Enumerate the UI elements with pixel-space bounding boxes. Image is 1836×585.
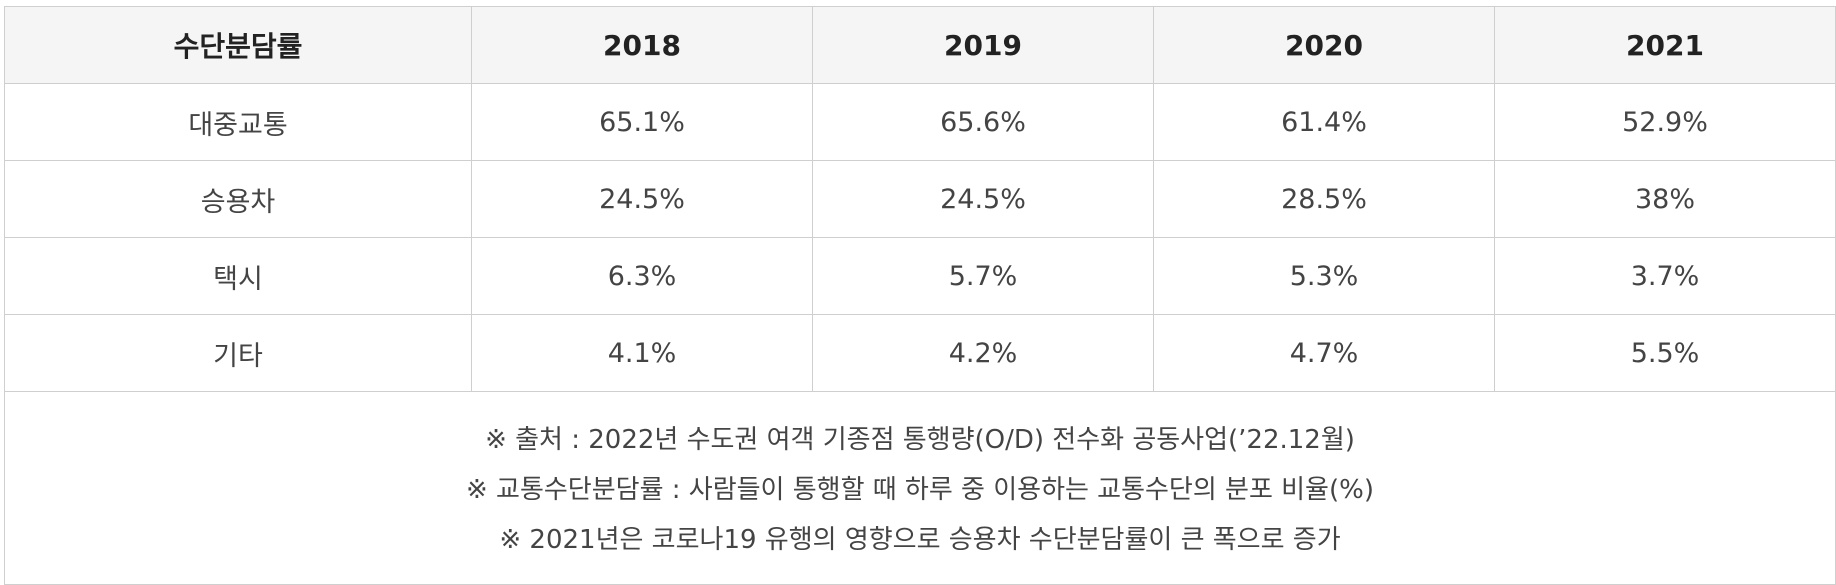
table-cell: 65.1% bbox=[471, 83, 813, 161]
table-cell: 5.3% bbox=[1153, 237, 1495, 315]
table-cell: 5.7% bbox=[812, 237, 1154, 315]
table-cell: 5.5% bbox=[1494, 314, 1836, 392]
table-row: 기타 4.1% 4.2% 4.7% 5.5% bbox=[4, 314, 1836, 392]
table-cell: 4.7% bbox=[1153, 314, 1495, 392]
table-row: 택시 6.3% 5.7% 5.3% 3.7% bbox=[4, 237, 1836, 315]
table-cell: 38% bbox=[1494, 160, 1836, 238]
note-source: ※ 출처 : 2022년 수도권 여객 기종점 통행량(O/D) 전수화 공동사… bbox=[485, 425, 1355, 455]
row-label-taxi: 택시 bbox=[4, 237, 472, 315]
mode-share-table: 수단분담률 2018 2019 2020 2021 대중교통 65.1% 65.… bbox=[4, 6, 1836, 585]
table-cell: 6.3% bbox=[471, 237, 813, 315]
header-year-2021: 2021 bbox=[1494, 6, 1836, 84]
header-mode-share: 수단분담률 bbox=[4, 6, 472, 84]
row-label-public-transit: 대중교통 bbox=[4, 83, 472, 161]
table-cell: 4.1% bbox=[471, 314, 813, 392]
table-cell: 52.9% bbox=[1494, 83, 1836, 161]
table-cell: 24.5% bbox=[812, 160, 1154, 238]
table-row: 대중교통 65.1% 65.6% 61.4% 52.9% bbox=[4, 83, 1836, 161]
table-cell: 65.6% bbox=[812, 83, 1154, 161]
row-label-passenger-car: 승용차 bbox=[4, 160, 472, 238]
table-cell: 28.5% bbox=[1153, 160, 1495, 238]
note-covid-effect: ※ 2021년은 코로나19 유행의 영향으로 승용차 수단분담률이 큰 폭으로… bbox=[499, 525, 1341, 555]
row-label-other: 기타 bbox=[4, 314, 472, 392]
notes-row: ※ 출처 : 2022년 수도권 여객 기종점 통행량(O/D) 전수화 공동사… bbox=[4, 391, 1836, 585]
header-year-2019: 2019 bbox=[812, 6, 1154, 84]
header-year-2020: 2020 bbox=[1153, 6, 1495, 84]
table-row: 승용차 24.5% 24.5% 28.5% 38% bbox=[4, 160, 1836, 238]
notes-cell: ※ 출처 : 2022년 수도권 여객 기종점 통행량(O/D) 전수화 공동사… bbox=[4, 391, 1836, 585]
table-cell: 4.2% bbox=[812, 314, 1154, 392]
header-year-2018: 2018 bbox=[471, 6, 813, 84]
table-cell: 61.4% bbox=[1153, 83, 1495, 161]
header-row: 수단분담률 2018 2019 2020 2021 bbox=[4, 6, 1836, 84]
note-definition: ※ 교통수단분담률 : 사람들이 통행할 때 하루 중 이용하는 교통수단의 분… bbox=[466, 475, 1374, 505]
table-cell: 24.5% bbox=[471, 160, 813, 238]
table-cell: 3.7% bbox=[1494, 237, 1836, 315]
